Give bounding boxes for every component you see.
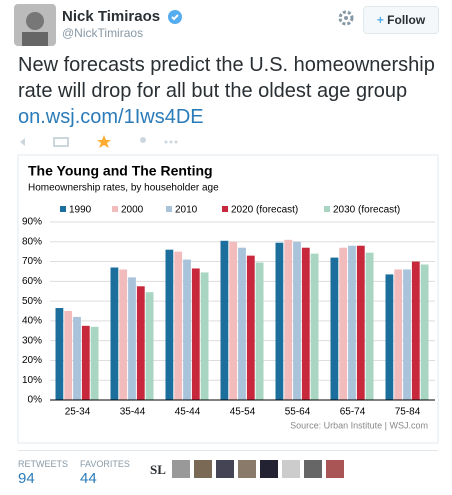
- y-tick-label: 60%: [22, 276, 42, 287]
- divider: [18, 450, 438, 451]
- bar: [284, 239, 293, 400]
- bar: [238, 247, 246, 400]
- y-tick-label: 70%: [22, 256, 42, 267]
- x-tick-label: 45-54: [230, 407, 256, 418]
- user-handle[interactable]: @NickTimiraos: [62, 26, 144, 40]
- bar: [403, 269, 411, 400]
- retweets-label: RETWEETS: [18, 459, 69, 469]
- follow-icon: +: [376, 13, 384, 27]
- x-tick-label: 35-44: [120, 407, 146, 418]
- bar: [128, 277, 136, 400]
- legend-swatch: [222, 206, 228, 212]
- bar: [411, 261, 420, 400]
- settings-icon[interactable]: [338, 10, 354, 26]
- bar: [136, 286, 145, 400]
- y-tick-label: 10%: [22, 375, 42, 386]
- y-tick-label: 90%: [22, 217, 42, 228]
- avatar[interactable]: [326, 460, 344, 478]
- retweets-count[interactable]: 94: [18, 470, 35, 487]
- bar: [348, 245, 356, 400]
- bar: [339, 247, 348, 400]
- retweet-icon[interactable]: [53, 137, 69, 147]
- bar: [330, 257, 339, 400]
- bar: [200, 272, 209, 400]
- x-tick-label: 45-44: [175, 407, 201, 418]
- favorites-label: FAVORITES: [80, 459, 130, 469]
- legend-swatch: [166, 206, 172, 212]
- bar: [119, 269, 128, 400]
- bar: [255, 262, 264, 400]
- favoriter-avatars: [172, 460, 344, 478]
- verified-badge: [168, 10, 182, 24]
- bar: [420, 264, 429, 400]
- bar: [183, 259, 191, 400]
- avatar[interactable]: [216, 460, 234, 478]
- y-tick-label: 80%: [22, 236, 42, 247]
- follow-icon[interactable]: [140, 137, 146, 143]
- avatar[interactable]: [14, 4, 56, 46]
- bar: [394, 269, 403, 400]
- avatar[interactable]: [194, 460, 212, 478]
- tweet-text: New forecasts predict the U.S. homeowner…: [18, 52, 443, 130]
- bar: [220, 240, 229, 400]
- bar: [165, 249, 174, 400]
- y-tick-label: 40%: [22, 316, 42, 327]
- tweet-body: New forecasts predict the U.S. homeowner…: [18, 54, 435, 102]
- legend-swatch: [324, 206, 330, 212]
- bar: [356, 245, 365, 400]
- bar: [145, 292, 154, 400]
- avatar[interactable]: [172, 460, 190, 478]
- legend-swatch: [60, 206, 66, 212]
- y-tick-label: 20%: [22, 355, 42, 366]
- bar: [90, 326, 99, 400]
- legend-label: 2030 (forecast): [333, 205, 400, 216]
- bar: [275, 242, 284, 400]
- avatar[interactable]: [238, 460, 256, 478]
- user-name[interactable]: Nick Timiraos: [62, 8, 161, 25]
- chart-subtitle: Homeownership rates, by householder age: [28, 183, 219, 194]
- tweet-link[interactable]: on.wsj.com/1Iws4DE: [18, 106, 204, 128]
- legend-label: 2010: [175, 205, 198, 216]
- chart-title: The Young and The Renting: [28, 163, 213, 179]
- avatar[interactable]: [260, 460, 278, 478]
- bar: [73, 316, 81, 400]
- favorites-count[interactable]: 44: [80, 470, 97, 487]
- bar: [174, 251, 183, 400]
- bar: [191, 268, 200, 400]
- y-tick-label: 50%: [22, 296, 42, 307]
- y-tick-label: 0%: [28, 395, 43, 406]
- favorite-icon[interactable]: [97, 135, 111, 148]
- bar: [310, 253, 319, 400]
- bar: [385, 274, 394, 400]
- bar: [293, 241, 301, 400]
- avatar[interactable]: [304, 460, 322, 478]
- legend-label: 2020 (forecast): [231, 205, 298, 216]
- legend-swatch: [112, 206, 118, 212]
- bar: [55, 308, 64, 400]
- chart: The Young and The Renting Homeownership …: [17, 154, 439, 444]
- bar: [229, 241, 238, 400]
- reply-icon[interactable]: [20, 138, 25, 146]
- x-tick-label: 25-34: [65, 407, 91, 418]
- avatar-sl[interactable]: SL: [150, 462, 166, 477]
- x-tick-label: 75-84: [395, 407, 421, 418]
- bar: [246, 255, 255, 400]
- bar: [301, 247, 310, 400]
- bar: [64, 311, 73, 400]
- x-tick-label: 55-64: [285, 407, 311, 418]
- bar: [365, 252, 374, 400]
- y-tick-label: 30%: [22, 335, 42, 346]
- bar: [81, 325, 90, 400]
- legend-label: 1990: [69, 205, 92, 216]
- x-tick-label: 65-74: [340, 407, 366, 418]
- bar: [110, 267, 119, 400]
- avatar[interactable]: [282, 460, 300, 478]
- follow-label: Follow: [387, 13, 426, 27]
- follow-button[interactable]: + Follow: [363, 6, 439, 34]
- chart-source: Source: Urban Institute | WSJ.com: [290, 420, 428, 430]
- legend-label: 2000: [121, 205, 144, 216]
- tweet-actions: [20, 135, 178, 148]
- more-icon[interactable]: [164, 140, 168, 144]
